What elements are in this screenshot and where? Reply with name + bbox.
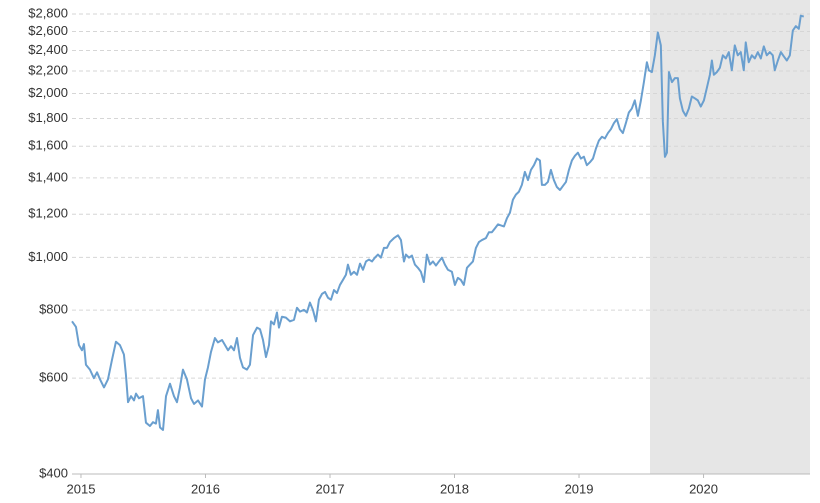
- y-tick-label: $1,400: [28, 169, 68, 184]
- y-tick-label: $2,400: [28, 42, 68, 57]
- y-tick-label: $800: [39, 302, 68, 317]
- x-tick-label: 2018: [440, 481, 469, 496]
- y-tick-label: $1,000: [28, 249, 68, 264]
- x-tick-label: 2019: [565, 481, 594, 496]
- price-line: [71, 14, 805, 431]
- x-tick-label: 2020: [689, 481, 718, 496]
- x-tick-label: 2017: [316, 481, 345, 496]
- y-tick-label: $2,600: [28, 23, 68, 38]
- y-tick-label: $2,800: [28, 5, 68, 20]
- y-tick-label: $1,800: [28, 110, 68, 125]
- y-tick-label: $2,000: [28, 85, 68, 100]
- y-tick-label: $1,600: [28, 138, 68, 153]
- y-tick-label: $2,200: [28, 62, 68, 77]
- highlight-region: [649, 0, 810, 474]
- x-tick-label: 2016: [191, 481, 220, 496]
- y-tick-label: $1,200: [28, 206, 68, 221]
- x-tick-label: 2015: [67, 481, 96, 496]
- y-tick-label: $600: [39, 370, 68, 385]
- y-tick-label: $400: [39, 465, 68, 480]
